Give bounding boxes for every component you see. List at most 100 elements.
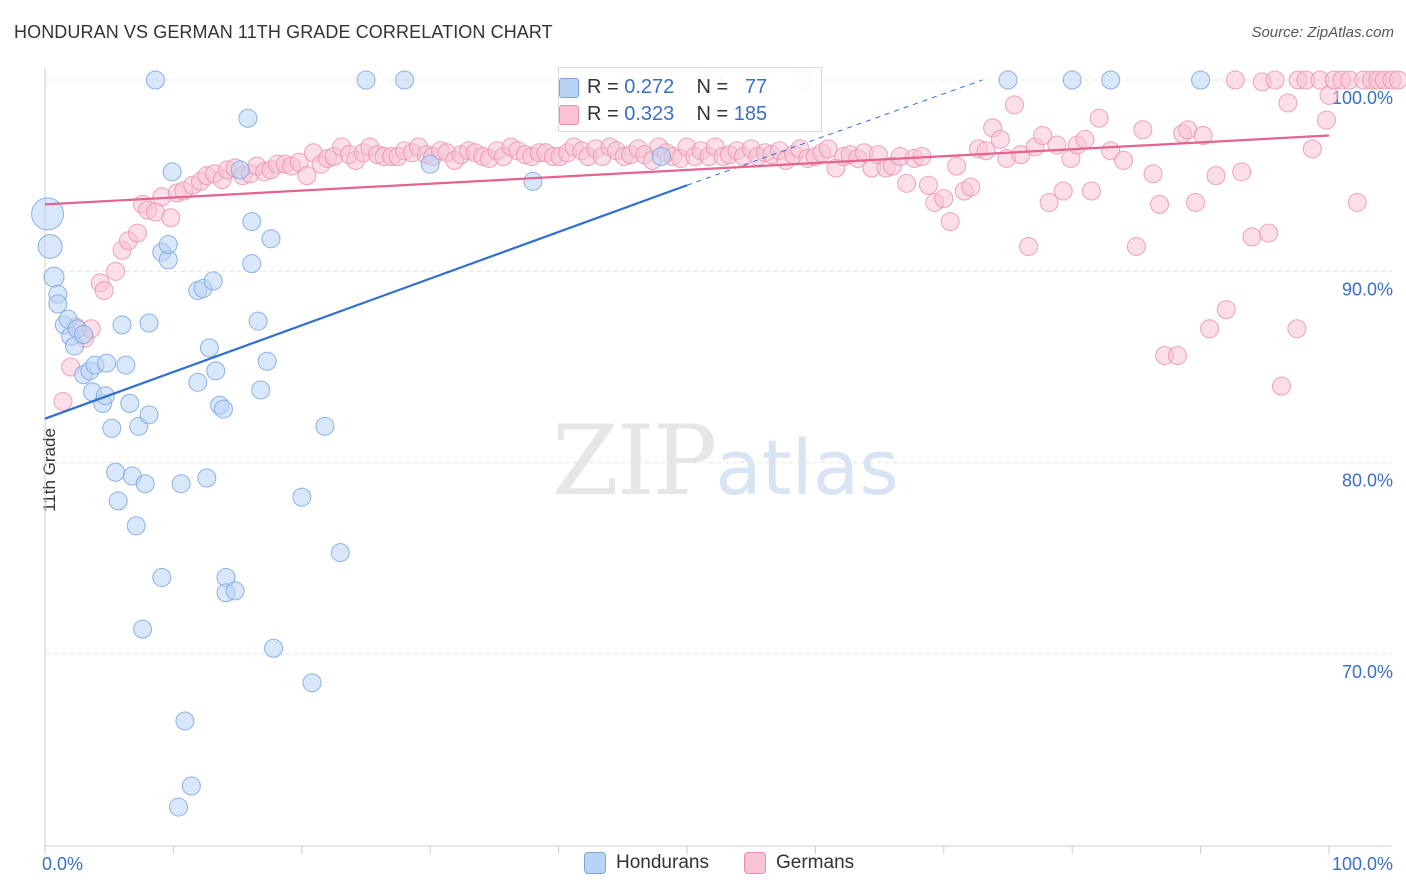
y-tick-label: 80.0%	[1342, 471, 1393, 491]
source-label: Source: ZipAtlas.com	[1251, 24, 1394, 41]
honduran-point	[242, 254, 262, 274]
honduran-point	[158, 235, 178, 255]
chart-title: HONDURAN VS GERMAN 11TH GRADE CORRELATIO…	[14, 22, 553, 42]
legend-r-label: R =	[587, 102, 619, 125]
honduran-trend-line	[44, 184, 688, 420]
honduran-point	[139, 313, 159, 333]
legend-r-value: 0.272	[624, 75, 675, 98]
honduran-point	[135, 474, 155, 494]
legend-swatch-hondurans	[584, 852, 606, 874]
honduran-point	[1062, 70, 1082, 90]
german-point	[940, 212, 960, 232]
watermark-zip: ZIP	[552, 405, 717, 517]
honduran-point	[356, 70, 376, 90]
honduran-point	[651, 147, 671, 167]
legend-n-label: N =	[696, 75, 729, 98]
honduran-point	[230, 160, 250, 180]
honduran-point	[248, 311, 268, 331]
honduran-point	[120, 393, 140, 413]
german-point	[1200, 319, 1220, 339]
honduran-point	[31, 197, 65, 231]
honduran-point	[242, 212, 262, 232]
watermark-atlas: atlas	[715, 423, 899, 512]
legend-swatch-germans	[744, 852, 766, 874]
german-point	[1150, 194, 1170, 214]
honduran-point	[523, 171, 543, 191]
honduran-point	[197, 468, 217, 488]
german-point	[127, 223, 147, 243]
german-point	[1167, 346, 1187, 366]
german-point	[1126, 236, 1146, 256]
watermark: ZIPatlas	[552, 405, 899, 517]
legend-n-value: 77	[744, 75, 768, 98]
honduran-point	[181, 776, 201, 796]
honduran-point	[292, 487, 312, 507]
honduran-point	[225, 581, 245, 601]
german-point	[1185, 192, 1205, 212]
german-point	[1388, 70, 1406, 90]
honduran-point	[97, 353, 117, 373]
honduran-point	[257, 351, 277, 371]
legend-row-hondurans: R = 0.272 N = 77	[559, 75, 768, 99]
legend-r-label: R =	[587, 75, 619, 98]
legend-swatch-hondurans	[559, 78, 579, 98]
y-tick-label: 90.0%	[1342, 279, 1393, 299]
honduran-point	[74, 324, 94, 344]
honduran-point	[152, 567, 172, 587]
german-point	[53, 391, 73, 411]
german-point	[1302, 139, 1322, 159]
honduran-point	[126, 516, 146, 536]
german-point	[1278, 93, 1298, 113]
german-point	[947, 156, 967, 176]
honduran-point	[1101, 70, 1121, 90]
honduran-point	[188, 372, 208, 392]
german-point	[818, 139, 838, 159]
german-point	[1004, 95, 1024, 115]
german-point	[1143, 164, 1163, 184]
honduran-point	[43, 266, 65, 288]
german-point	[1242, 227, 1262, 247]
honduran-point	[1191, 70, 1211, 90]
legend-item-hondurans: Hondurans	[584, 852, 709, 874]
honduran-point	[106, 462, 126, 482]
honduran-point	[48, 294, 68, 314]
legend-item-germans: Germans	[744, 852, 854, 874]
legend-row-germans: R = 0.323 N = 185	[559, 102, 768, 126]
honduran-point	[162, 162, 182, 182]
german-point	[1232, 162, 1252, 182]
stats-legend: R = 0.272 N = 77 R = 0.323 N = 185	[558, 67, 822, 132]
german-point	[1225, 70, 1245, 90]
honduran-point	[139, 405, 159, 425]
honduran-point	[199, 338, 219, 358]
german-point	[1133, 120, 1153, 140]
y-tick-label: 100.0%	[1332, 88, 1393, 108]
honduran-point	[175, 711, 195, 731]
honduran-point	[203, 271, 223, 291]
honduran-point	[251, 380, 271, 400]
honduran-point	[264, 638, 284, 658]
german-point	[297, 166, 317, 186]
honduran-point	[213, 399, 233, 419]
legend-n-value: 185	[733, 102, 768, 125]
legend-label-germans: Germans	[776, 852, 855, 873]
honduran-point	[330, 543, 350, 563]
german-point	[918, 175, 938, 195]
honduran-point	[171, 474, 191, 494]
honduran-point	[420, 154, 440, 174]
german-point	[1053, 181, 1073, 201]
honduran-point	[112, 315, 132, 335]
legend-r-value: 0.323	[624, 102, 675, 125]
honduran-point	[133, 619, 153, 639]
german-point	[1271, 376, 1291, 396]
honduran-point	[206, 361, 226, 381]
german-point	[976, 141, 996, 161]
series-legend: Hondurans Germans	[0, 852, 1406, 876]
german-point	[1216, 300, 1236, 320]
german-point	[990, 129, 1010, 149]
honduran-point	[261, 229, 281, 249]
honduran-point	[37, 233, 63, 259]
german-point	[106, 261, 126, 281]
legend-n-label: N =	[696, 102, 729, 125]
honduran-point	[395, 70, 415, 90]
